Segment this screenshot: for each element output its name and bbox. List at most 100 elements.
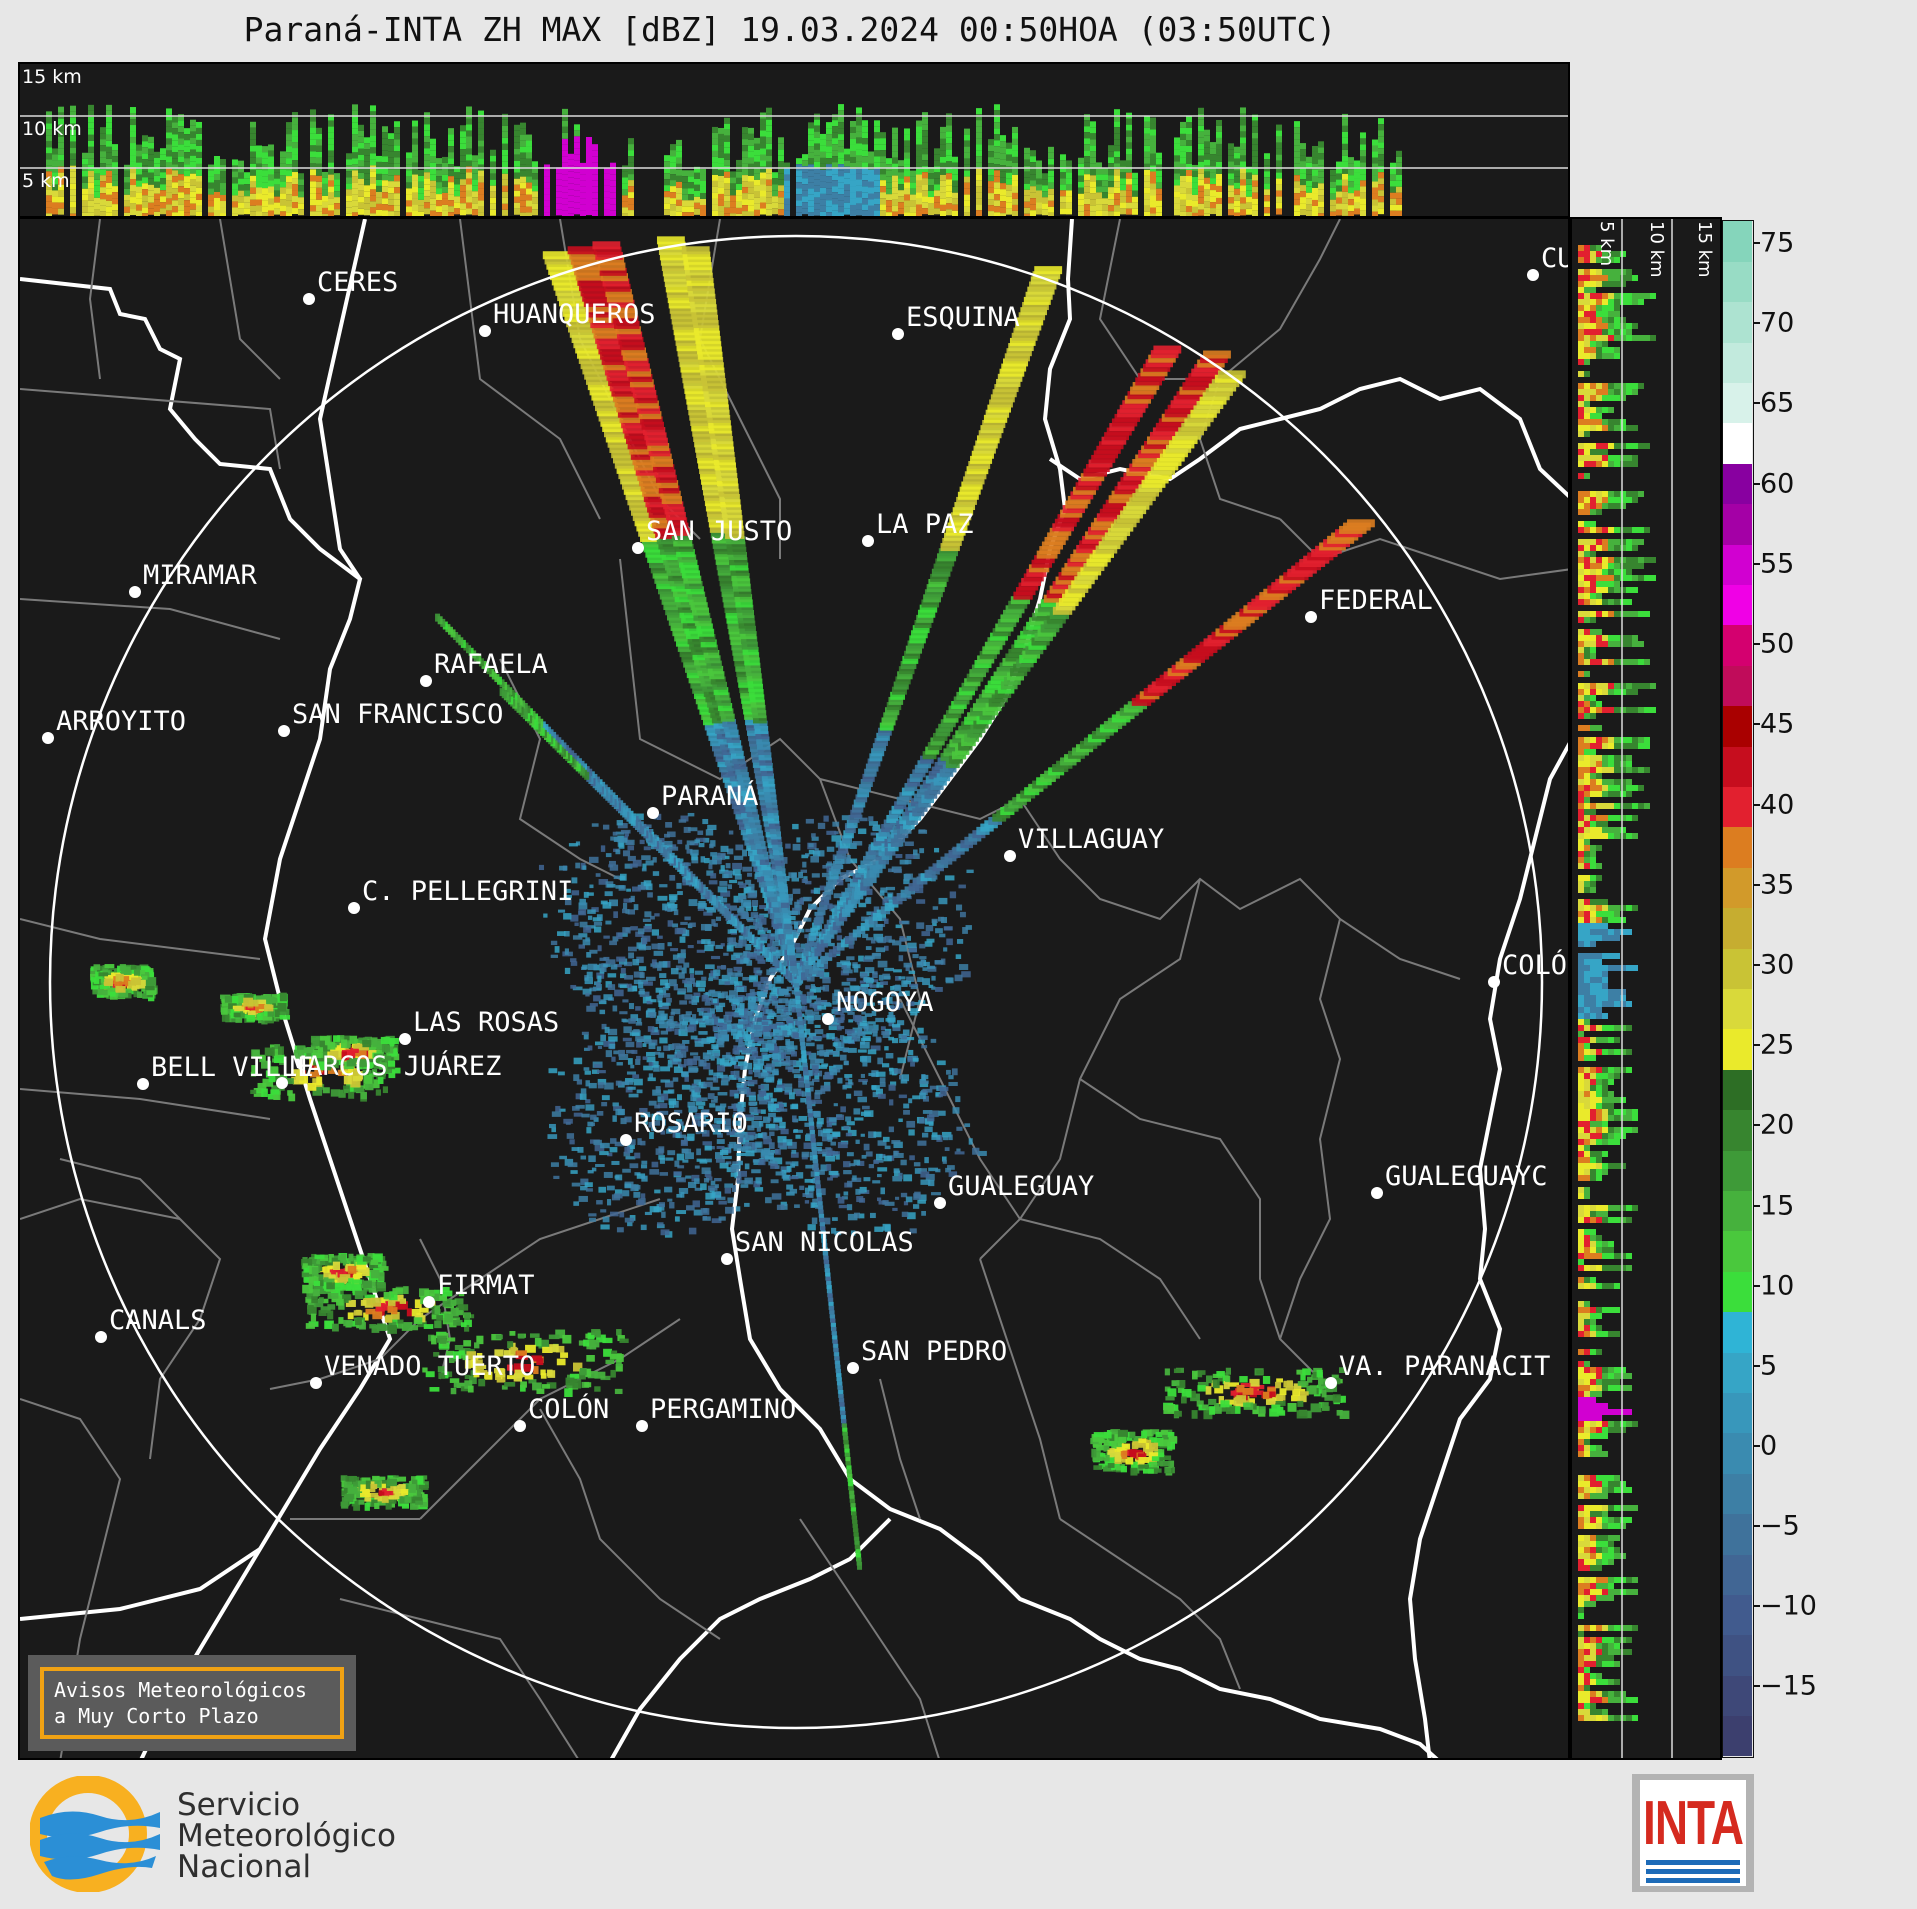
top-echo-cell (910, 188, 916, 195)
top-echo-cell (1012, 156, 1018, 163)
echo-cell (873, 1024, 879, 1031)
echo-cell (782, 1139, 793, 1146)
top-echo-cell (628, 168, 634, 175)
top-echo-cell (1306, 210, 1312, 216)
echo-cell (599, 1151, 609, 1156)
echo-cell (857, 1028, 863, 1034)
top-echo-cell (1360, 210, 1366, 216)
top-echo-cell (994, 140, 1000, 147)
echo-cell (795, 1090, 804, 1097)
top-echo-cell (1276, 154, 1282, 161)
top-echo-cell (838, 146, 844, 153)
echo-cell (752, 1159, 760, 1163)
top-echo-cell (592, 144, 598, 151)
echo-cell (743, 1034, 751, 1041)
top-echo-cell (1186, 182, 1192, 189)
top-echo-cell (310, 121, 316, 128)
top-echo-cell (730, 201, 736, 208)
echo-cell (928, 1180, 935, 1187)
echo-cell (687, 944, 694, 949)
echo-cell (832, 1131, 841, 1137)
top-echo-cell (328, 168, 334, 175)
echo-cell (884, 967, 895, 972)
echo-cell (607, 973, 617, 978)
top-echo-cell (1060, 208, 1066, 215)
top-echo-cell (436, 194, 442, 201)
echo-cell (703, 911, 713, 916)
top-echo-cell (784, 180, 790, 187)
top-echo-cell (358, 190, 364, 197)
top-echo-cell (136, 210, 142, 216)
top-echo-cell (1102, 210, 1108, 216)
echo-cell (647, 892, 653, 898)
echo-cell (938, 1110, 946, 1116)
echo-cell (826, 1120, 832, 1128)
top-echo-cell (1378, 196, 1384, 203)
echo-cell (676, 1210, 687, 1215)
top-echo-cell (856, 167, 862, 174)
echo-cell (941, 1156, 947, 1162)
top-echo-cell (682, 206, 688, 213)
echo-cell (736, 1161, 743, 1166)
top-echo-cell (562, 108, 568, 115)
echo-cell (681, 1084, 691, 1090)
echo-cell (670, 948, 679, 952)
echo-cell (775, 952, 781, 959)
top-echo-cell (892, 133, 898, 140)
echo-cell (888, 1084, 896, 1091)
top-echo-cell (388, 169, 394, 176)
top-echo-cell (1228, 209, 1234, 216)
top-echo-cell (796, 170, 802, 177)
top-echo-cell (1192, 188, 1198, 195)
echo-cell (890, 985, 895, 991)
top-echo-cell (754, 173, 760, 180)
top-echo-cell (568, 159, 574, 166)
echo-cell (781, 1052, 787, 1059)
echo-cell (652, 1120, 661, 1126)
top-echo-cell (154, 193, 160, 200)
top-echo-cell (196, 157, 202, 164)
top-echo-cell (46, 147, 52, 154)
top-echo-cell (574, 196, 580, 203)
top-echo-cell (964, 128, 970, 135)
echo-cell (939, 933, 946, 938)
top-echo-cell (196, 127, 202, 134)
echo-cell (654, 913, 660, 917)
top-echo-cell (1150, 117, 1156, 124)
top-echo-cell (268, 192, 274, 199)
echo-cell (660, 1093, 669, 1101)
top-echo-cell (166, 138, 172, 145)
top-echo-cell (1180, 145, 1186, 152)
top-echo-cell (256, 187, 262, 194)
top-echo-cell (1354, 178, 1360, 185)
top-echo-cell (946, 173, 952, 180)
top-echo-cell (310, 145, 316, 152)
top-echo-cell (868, 205, 874, 212)
echo-cell (651, 943, 660, 950)
echo-cell (909, 1155, 915, 1161)
echo-cell (780, 1166, 791, 1173)
top-echo-cell (274, 184, 280, 191)
top-echo-cell (838, 212, 844, 216)
top-echo-cell (742, 151, 748, 158)
echo-cell (749, 1101, 756, 1107)
echo-cell (710, 852, 718, 857)
echo-cell (754, 1148, 764, 1153)
top-echo-cell (1198, 173, 1204, 180)
top-echo-cell (388, 157, 394, 164)
top-echo-cell (916, 210, 922, 216)
echo-cell (757, 1058, 765, 1066)
top-echo-cell (922, 202, 928, 209)
echo-cell (594, 1041, 604, 1046)
top-echo-cell (862, 210, 868, 216)
echo-cell (680, 815, 689, 822)
echo-cell (689, 1085, 700, 1092)
echo-cell (677, 891, 683, 896)
echo-cell (714, 1032, 719, 1039)
echo-cell (795, 1134, 801, 1139)
top-echo-cell (1030, 168, 1036, 175)
echo-cell (736, 1176, 742, 1183)
echo-cell (956, 1148, 961, 1152)
echo-cell (622, 999, 629, 1003)
